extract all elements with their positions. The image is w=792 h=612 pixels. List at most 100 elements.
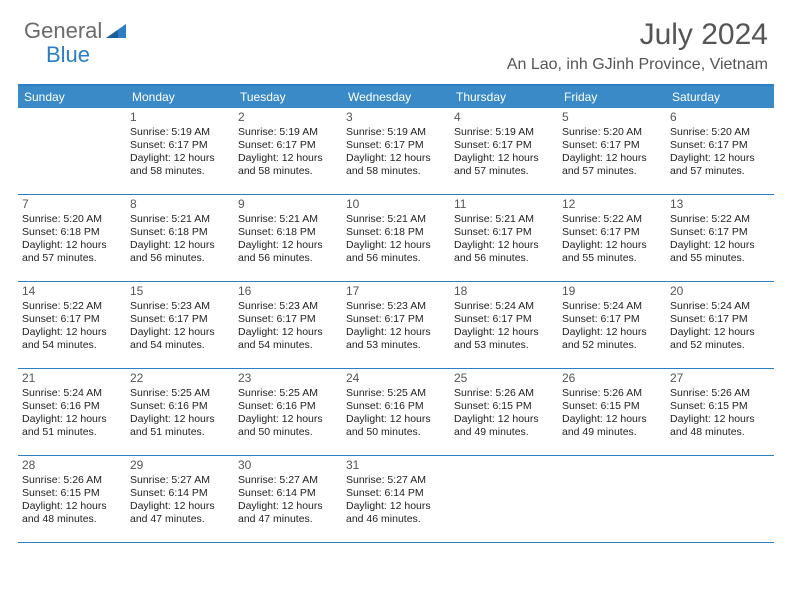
location-text: An Lao, inh GJinh Province, Vietnam <box>507 56 768 74</box>
cell-day-number: 11 <box>454 197 554 212</box>
cell-sunset: Sunset: 6:17 PM <box>562 139 662 152</box>
cell-day-number: 24 <box>346 371 446 386</box>
cell-sunset: Sunset: 6:18 PM <box>22 226 122 239</box>
calendar-cell: 27Sunrise: 5:26 AMSunset: 6:15 PMDayligh… <box>666 369 774 455</box>
day-header-row: Sunday Monday Tuesday Wednesday Thursday… <box>18 86 774 108</box>
cell-day-number: 4 <box>454 110 554 125</box>
cell-day-number: 8 <box>130 197 230 212</box>
cell-daylight: Daylight: 12 hours and 51 minutes. <box>22 413 122 439</box>
cell-daylight: Daylight: 12 hours and 57 minutes. <box>22 239 122 265</box>
week-row: 21Sunrise: 5:24 AMSunset: 6:16 PMDayligh… <box>18 369 774 456</box>
cell-sunset: Sunset: 6:18 PM <box>346 226 446 239</box>
calendar-cell: 22Sunrise: 5:25 AMSunset: 6:16 PMDayligh… <box>126 369 234 455</box>
cell-daylight: Daylight: 12 hours and 56 minutes. <box>238 239 338 265</box>
calendar-cell: 3Sunrise: 5:19 AMSunset: 6:17 PMDaylight… <box>342 108 450 194</box>
cell-daylight: Daylight: 12 hours and 56 minutes. <box>454 239 554 265</box>
cell-daylight: Daylight: 12 hours and 46 minutes. <box>346 500 446 526</box>
cell-day-number: 31 <box>346 458 446 473</box>
cell-sunrise: Sunrise: 5:24 AM <box>22 387 122 400</box>
cell-sunset: Sunset: 6:17 PM <box>346 139 446 152</box>
cell-day-number: 5 <box>562 110 662 125</box>
cell-sunset: Sunset: 6:17 PM <box>562 226 662 239</box>
cell-day-number: 13 <box>670 197 770 212</box>
cell-sunset: Sunset: 6:15 PM <box>670 400 770 413</box>
cell-daylight: Daylight: 12 hours and 57 minutes. <box>562 152 662 178</box>
calendar-cell: 9Sunrise: 5:21 AMSunset: 6:18 PMDaylight… <box>234 195 342 281</box>
cell-day-number: 15 <box>130 284 230 299</box>
calendar: Sunday Monday Tuesday Wednesday Thursday… <box>18 84 774 543</box>
cell-sunset: Sunset: 6:18 PM <box>238 226 338 239</box>
calendar-cell: 7Sunrise: 5:20 AMSunset: 6:18 PMDaylight… <box>18 195 126 281</box>
calendar-cell <box>18 108 126 194</box>
cell-day-number: 1 <box>130 110 230 125</box>
calendar-cell: 2Sunrise: 5:19 AMSunset: 6:17 PMDaylight… <box>234 108 342 194</box>
cell-day-number: 25 <box>454 371 554 386</box>
cell-sunset: Sunset: 6:14 PM <box>346 487 446 500</box>
cell-sunrise: Sunrise: 5:20 AM <box>22 213 122 226</box>
cell-sunset: Sunset: 6:16 PM <box>346 400 446 413</box>
cell-daylight: Daylight: 12 hours and 58 minutes. <box>238 152 338 178</box>
cell-day-number: 26 <box>562 371 662 386</box>
cell-sunrise: Sunrise: 5:25 AM <box>130 387 230 400</box>
cell-day-number: 23 <box>238 371 338 386</box>
cell-sunrise: Sunrise: 5:27 AM <box>238 474 338 487</box>
cell-sunset: Sunset: 6:17 PM <box>22 313 122 326</box>
cell-sunset: Sunset: 6:16 PM <box>238 400 338 413</box>
cell-sunrise: Sunrise: 5:26 AM <box>454 387 554 400</box>
cell-daylight: Daylight: 12 hours and 58 minutes. <box>346 152 446 178</box>
cell-sunset: Sunset: 6:17 PM <box>670 226 770 239</box>
cell-day-number: 29 <box>130 458 230 473</box>
cell-day-number: 9 <box>238 197 338 212</box>
cell-daylight: Daylight: 12 hours and 49 minutes. <box>454 413 554 439</box>
calendar-cell: 8Sunrise: 5:21 AMSunset: 6:18 PMDaylight… <box>126 195 234 281</box>
logo-text-general: General <box>24 18 102 44</box>
cell-sunset: Sunset: 6:16 PM <box>130 400 230 413</box>
day-header-tuesday: Tuesday <box>234 86 342 108</box>
cell-daylight: Daylight: 12 hours and 52 minutes. <box>562 326 662 352</box>
cell-daylight: Daylight: 12 hours and 51 minutes. <box>130 413 230 439</box>
cell-daylight: Daylight: 12 hours and 53 minutes. <box>346 326 446 352</box>
calendar-cell: 28Sunrise: 5:26 AMSunset: 6:15 PMDayligh… <box>18 456 126 542</box>
cell-day-number: 30 <box>238 458 338 473</box>
cell-day-number: 17 <box>346 284 446 299</box>
cell-daylight: Daylight: 12 hours and 53 minutes. <box>454 326 554 352</box>
calendar-cell: 13Sunrise: 5:22 AMSunset: 6:17 PMDayligh… <box>666 195 774 281</box>
calendar-cell: 1Sunrise: 5:19 AMSunset: 6:17 PMDaylight… <box>126 108 234 194</box>
cell-day-number: 14 <box>22 284 122 299</box>
cell-sunset: Sunset: 6:17 PM <box>670 139 770 152</box>
cell-sunset: Sunset: 6:17 PM <box>562 313 662 326</box>
cell-daylight: Daylight: 12 hours and 55 minutes. <box>562 239 662 265</box>
cell-daylight: Daylight: 12 hours and 54 minutes. <box>130 326 230 352</box>
cell-sunrise: Sunrise: 5:26 AM <box>562 387 662 400</box>
cell-sunrise: Sunrise: 5:21 AM <box>454 213 554 226</box>
cell-sunrise: Sunrise: 5:25 AM <box>238 387 338 400</box>
week-row: 28Sunrise: 5:26 AMSunset: 6:15 PMDayligh… <box>18 456 774 543</box>
cell-sunrise: Sunrise: 5:20 AM <box>562 126 662 139</box>
cell-daylight: Daylight: 12 hours and 50 minutes. <box>238 413 338 439</box>
cell-sunrise: Sunrise: 5:25 AM <box>346 387 446 400</box>
calendar-cell: 10Sunrise: 5:21 AMSunset: 6:18 PMDayligh… <box>342 195 450 281</box>
cell-day-number: 6 <box>670 110 770 125</box>
logo-triangle-icon <box>106 24 126 43</box>
cell-sunset: Sunset: 6:15 PM <box>454 400 554 413</box>
cell-day-number: 21 <box>22 371 122 386</box>
cell-day-number: 12 <box>562 197 662 212</box>
cell-sunrise: Sunrise: 5:24 AM <box>670 300 770 313</box>
cell-day-number: 18 <box>454 284 554 299</box>
calendar-cell: 16Sunrise: 5:23 AMSunset: 6:17 PMDayligh… <box>234 282 342 368</box>
week-row: 1Sunrise: 5:19 AMSunset: 6:17 PMDaylight… <box>18 108 774 195</box>
cell-sunrise: Sunrise: 5:19 AM <box>130 126 230 139</box>
cell-sunrise: Sunrise: 5:24 AM <box>454 300 554 313</box>
cell-sunset: Sunset: 6:17 PM <box>238 139 338 152</box>
cell-daylight: Daylight: 12 hours and 56 minutes. <box>130 239 230 265</box>
cell-sunset: Sunset: 6:17 PM <box>454 139 554 152</box>
calendar-cell: 18Sunrise: 5:24 AMSunset: 6:17 PMDayligh… <box>450 282 558 368</box>
cell-sunrise: Sunrise: 5:24 AM <box>562 300 662 313</box>
cell-sunset: Sunset: 6:16 PM <box>22 400 122 413</box>
cell-day-number: 22 <box>130 371 230 386</box>
calendar-cell: 17Sunrise: 5:23 AMSunset: 6:17 PMDayligh… <box>342 282 450 368</box>
calendar-cell: 26Sunrise: 5:26 AMSunset: 6:15 PMDayligh… <box>558 369 666 455</box>
cell-sunset: Sunset: 6:14 PM <box>130 487 230 500</box>
cell-sunset: Sunset: 6:15 PM <box>22 487 122 500</box>
cell-sunrise: Sunrise: 5:27 AM <box>346 474 446 487</box>
